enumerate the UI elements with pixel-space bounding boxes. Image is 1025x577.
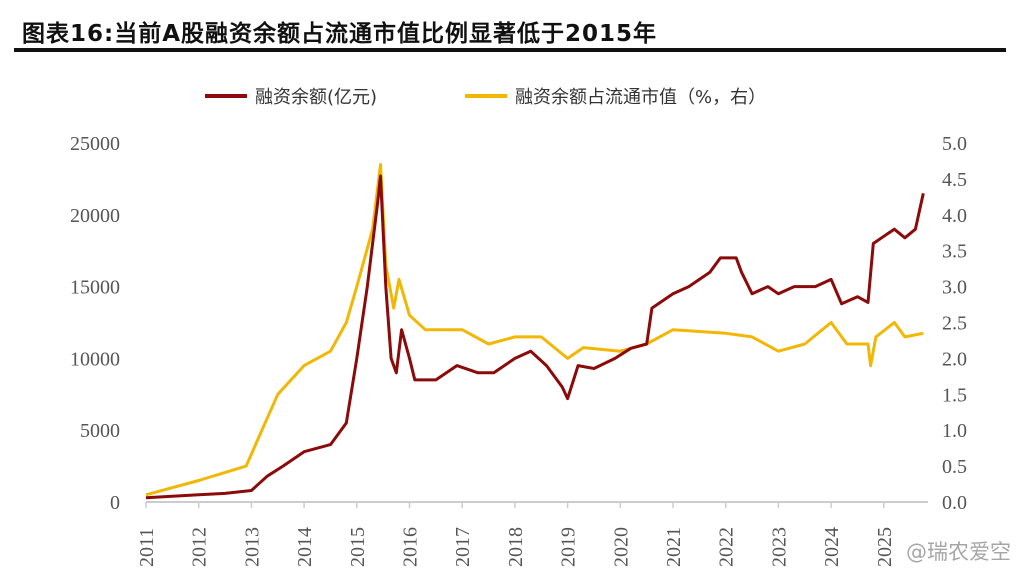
x-tick-label: 2013 [241,527,263,567]
x-tick-label: 2011 [136,528,158,567]
watermark: @瑞农爱空 [906,540,1011,564]
x-tick-label: 2018 [505,527,527,567]
x-tick-label: 2024 [821,527,843,567]
x-tick-label: 2022 [716,527,738,567]
y-right-tick-label: 1.0 [942,420,967,442]
chart-title: 图表16:当前A股融资余额占流通市值比例显著低于2015年 [22,21,658,47]
x-tick-label: 2016 [400,527,422,567]
x-tick-label: 2015 [347,527,369,567]
x-tick-label: 2020 [610,527,632,567]
y-right-tick-label: 0.5 [942,456,967,478]
y-right-tick-label: 1.5 [942,384,967,406]
y-right-tick-label: 5.0 [942,133,967,155]
x-tick-label: 2021 [663,527,685,567]
y-right-tick-label: 2.5 [942,313,967,335]
series-line-margin-balance [145,174,925,500]
series-line-margin-ratio [145,163,924,497]
y-left-tick-label: 20000 [70,205,120,227]
y-left-tick-label: 0 [110,492,120,514]
y-right-tick-label: 3.0 [942,277,967,299]
legend-label: 融资余额占流通市值（%，右） [515,87,766,108]
legend-label: 融资余额(亿元) [255,87,377,108]
x-tick-label: 2012 [189,527,211,567]
x-tick-label: 2019 [558,527,580,567]
x-tick-label: 2014 [294,527,316,567]
y-right-tick-label: 4.5 [942,169,967,191]
y-left-tick-label: 15000 [70,277,120,299]
y-right-tick-label: 0.0 [942,492,967,514]
y-right-tick-label: 2.0 [942,348,967,370]
y-right-tick-label: 3.5 [942,241,967,263]
y-left-tick-label: 5000 [80,420,120,442]
x-tick-label: 2023 [768,527,790,567]
y-left-tick-label: 25000 [70,133,120,155]
x-tick-label: 2017 [452,527,474,567]
y-left-tick-label: 10000 [70,348,120,370]
title-divider [14,48,1006,52]
x-tick-label: 2025 [874,527,896,567]
y-right-tick-label: 4.0 [942,205,967,227]
